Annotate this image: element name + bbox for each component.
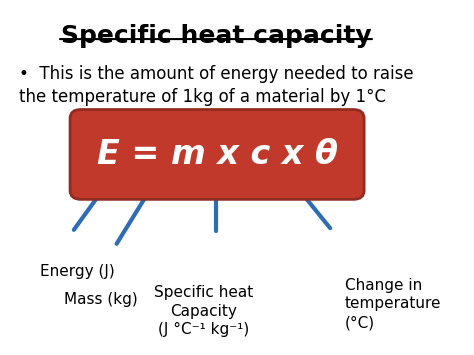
- Text: Mass (kg): Mass (kg): [64, 292, 137, 307]
- FancyBboxPatch shape: [70, 110, 364, 200]
- Text: E = m x c x θ: E = m x c x θ: [97, 138, 337, 171]
- Text: Specific heat capacity: Specific heat capacity: [61, 24, 371, 48]
- Text: Change in
temperature
(°C): Change in temperature (°C): [345, 278, 441, 330]
- Text: Specific heat
Capacity
(J °C⁻¹ kg⁻¹): Specific heat Capacity (J °C⁻¹ kg⁻¹): [154, 285, 253, 337]
- Text: •  This is the amount of energy needed to raise
the temperature of 1kg of a mate: • This is the amount of energy needed to…: [18, 65, 413, 106]
- Text: Energy (J): Energy (J): [40, 264, 115, 279]
